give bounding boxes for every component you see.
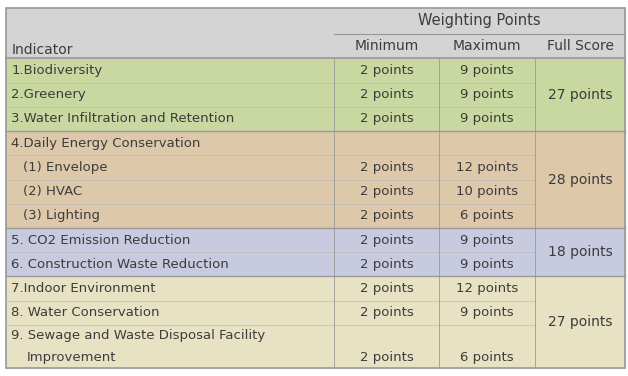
- Text: Maximum: Maximum: [453, 39, 521, 53]
- Text: Full Score: Full Score: [546, 39, 614, 53]
- Text: (2) HVAC: (2) HVAC: [23, 185, 82, 198]
- Text: 10 points: 10 points: [456, 185, 518, 198]
- Text: 2 points: 2 points: [360, 233, 414, 247]
- Text: 9 points: 9 points: [460, 233, 514, 247]
- Text: 9 points: 9 points: [460, 306, 514, 319]
- Text: 4.Daily Energy Conservation: 4.Daily Energy Conservation: [11, 137, 201, 150]
- Text: Minimum: Minimum: [355, 39, 419, 53]
- Text: (1) Envelope: (1) Envelope: [23, 161, 107, 174]
- Text: 2 points: 2 points: [360, 185, 414, 198]
- Bar: [6, 276, 625, 368]
- Text: 9 points: 9 points: [460, 112, 514, 126]
- Text: 6 points: 6 points: [460, 209, 514, 222]
- Text: 2 points: 2 points: [360, 112, 414, 126]
- Text: Indicator: Indicator: [11, 43, 73, 57]
- Text: Improvement: Improvement: [27, 351, 117, 364]
- Text: 18 points: 18 points: [548, 245, 612, 259]
- Text: 2 points: 2 points: [360, 209, 414, 222]
- Text: 7.Indoor Environment: 7.Indoor Environment: [11, 282, 156, 295]
- Text: 6 points: 6 points: [460, 351, 514, 364]
- Text: 8. Water Conservation: 8. Water Conservation: [11, 306, 160, 319]
- Text: 2 points: 2 points: [360, 351, 414, 364]
- Text: 6. Construction Waste Reduction: 6. Construction Waste Reduction: [11, 258, 229, 271]
- Text: 2 points: 2 points: [360, 306, 414, 319]
- Text: 2 points: 2 points: [360, 161, 414, 174]
- Text: Weighting Points: Weighting Points: [418, 13, 541, 28]
- Text: 9 points: 9 points: [460, 88, 514, 101]
- Text: 9. Sewage and Waste Disposal Facility: 9. Sewage and Waste Disposal Facility: [11, 329, 266, 342]
- Bar: [6, 58, 625, 131]
- Text: 2.Greenery: 2.Greenery: [11, 88, 86, 101]
- Text: 27 points: 27 points: [548, 88, 612, 102]
- Text: 27 points: 27 points: [548, 315, 612, 329]
- Text: 9 points: 9 points: [460, 64, 514, 77]
- Text: 9 points: 9 points: [460, 258, 514, 271]
- Text: 12 points: 12 points: [456, 282, 518, 295]
- Bar: [6, 131, 625, 228]
- Text: 12 points: 12 points: [456, 161, 518, 174]
- Text: 1.Biodiversity: 1.Biodiversity: [11, 64, 102, 77]
- Text: 2 points: 2 points: [360, 64, 414, 77]
- Bar: [6, 8, 625, 58]
- Text: 28 points: 28 points: [548, 173, 612, 186]
- Text: 2 points: 2 points: [360, 88, 414, 101]
- Bar: [6, 228, 625, 276]
- Text: 2 points: 2 points: [360, 282, 414, 295]
- Text: 5. CO2 Emission Reduction: 5. CO2 Emission Reduction: [11, 233, 191, 247]
- Text: 3.Water Infiltration and Retention: 3.Water Infiltration and Retention: [11, 112, 234, 126]
- Text: 2 points: 2 points: [360, 258, 414, 271]
- Text: (3) Lighting: (3) Lighting: [23, 209, 100, 222]
